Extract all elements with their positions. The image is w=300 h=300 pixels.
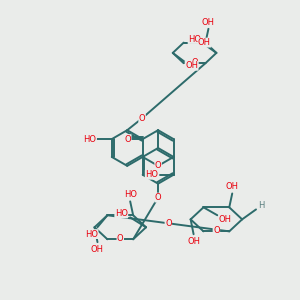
Text: O: O	[213, 226, 220, 235]
Text: OH: OH	[91, 244, 104, 253]
Text: O: O	[155, 161, 161, 170]
Text: O: O	[139, 114, 146, 123]
Text: O: O	[191, 58, 198, 67]
Text: HO: HO	[145, 170, 158, 179]
Text: O: O	[124, 135, 131, 144]
Text: OH: OH	[219, 215, 232, 224]
Text: H: H	[258, 201, 264, 210]
Text: HO: HO	[115, 209, 128, 218]
Text: HO: HO	[83, 135, 97, 144]
Text: OH: OH	[187, 237, 200, 246]
Text: OH: OH	[198, 38, 211, 47]
Text: O: O	[155, 193, 161, 202]
Text: HO: HO	[124, 190, 137, 199]
Text: OH: OH	[226, 182, 239, 191]
Text: O: O	[165, 219, 172, 228]
Text: O: O	[117, 234, 124, 243]
Text: OH: OH	[202, 18, 215, 27]
Text: OH: OH	[185, 61, 198, 70]
Text: HO: HO	[85, 230, 98, 238]
Text: HO: HO	[188, 34, 201, 43]
